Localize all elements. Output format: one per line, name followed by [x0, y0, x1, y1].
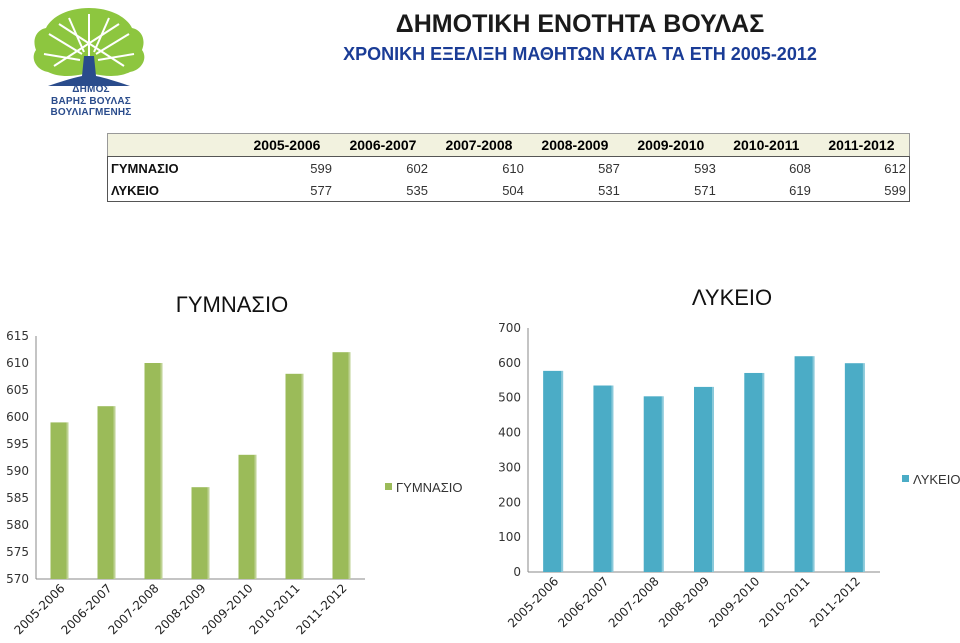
bar-shade: [862, 363, 865, 572]
y-tick-label: 200: [498, 495, 521, 509]
bar-shade: [66, 422, 69, 579]
table-cell: 599: [310, 160, 332, 176]
table-cell: 602: [406, 160, 428, 176]
chart-title: ΛΥΚΕΙΟ: [692, 285, 772, 310]
column-header: 2005-2006: [239, 133, 335, 157]
bar-shade: [762, 372, 765, 572]
table-cell: 610: [502, 160, 524, 176]
legend-label: ΛΥΚΕΙΟ: [913, 472, 960, 487]
bar: [844, 363, 865, 572]
bar: [50, 422, 69, 579]
bar-shade: [348, 352, 351, 579]
column-header: 2006-2007: [334, 133, 431, 157]
table-cell: 504: [430, 179, 527, 202]
x-tick-label: 2006-2007: [555, 574, 611, 630]
bar-shade: [561, 370, 564, 572]
bar-shade: [611, 385, 614, 572]
bar: [285, 373, 304, 579]
y-tick-label: 605: [6, 383, 29, 397]
y-tick-label: 500: [498, 391, 521, 405]
x-tick-label: 2009-2010: [706, 574, 762, 630]
column-header: 2008-2009: [526, 133, 623, 157]
x-tick-label: 2011-2012: [293, 581, 349, 637]
bar-shade: [812, 356, 815, 572]
row-label: ΓΥΜΝΑΣΙΟ: [107, 156, 239, 179]
x-tick-label: 2008-2009: [656, 574, 712, 630]
bar-shade: [301, 373, 304, 579]
bar: [191, 487, 210, 579]
table-header: 2005-2006 2006-2007 2007-2008 2008-2009 …: [107, 133, 910, 157]
table-cell: 571: [622, 179, 719, 202]
y-tick-label: 400: [498, 426, 521, 440]
table-cell: 577: [239, 179, 335, 202]
bar: [593, 385, 614, 572]
table-row: ΓΥΜΝΑΣΙΟ 599 602 610 587 593 608 612: [107, 156, 910, 179]
table-corner-cell: [107, 133, 239, 157]
legend-label: ΓΥΜΝΑΣΙΟ: [396, 480, 462, 495]
logo-text-line1: ΔΗΜΟΣ: [72, 84, 110, 95]
bar-shade: [160, 363, 163, 579]
y-tick-label: 570: [6, 572, 29, 586]
table-cell: 619: [718, 179, 814, 202]
column-header: 2009-2010: [622, 133, 719, 157]
table-row: ΛΥΚΕΙΟ 577 535 504 531 571 619 599: [107, 179, 910, 202]
logo-text-line2: ΒΑΡΗΣ ΒΟΥΛΑΣ ΒΟΥΛΙΑΓΜΕΝΗΣ: [50, 96, 132, 118]
table-cell: 587: [598, 160, 620, 176]
page-subtitle: ΧΡΟΝΙΚΗ ΕΞΕΛΙΞΗ ΜΑΘΗΤΩΝ ΚΑΤΑ ΤΑ ΕΤΗ 2005…: [343, 44, 817, 64]
page-title: ΔΗΜΟΤΙΚΗ ΕΝΟΤΗΤΑ ΒΟΥΛΑΣ: [395, 10, 765, 38]
bar: [794, 356, 815, 572]
row-label: ΛΥΚΕΙΟ: [107, 179, 239, 202]
table-cell: 612: [813, 156, 910, 179]
bar: [97, 406, 116, 579]
bar-shade: [712, 386, 714, 572]
column-header: 2007-2008: [430, 133, 527, 157]
y-tick-label: 0: [513, 565, 521, 579]
y-tick-label: 575: [6, 545, 29, 559]
legend-swatch: [385, 483, 392, 490]
y-tick-label: 300: [498, 460, 521, 474]
bar: [694, 386, 714, 572]
table-cell: 531: [526, 179, 623, 202]
bar-shade: [207, 487, 210, 579]
table-body: ΓΥΜΝΑΣΙΟ 599 602 610 587 593 608 612 ΛΥΚ…: [107, 156, 910, 202]
bar-shade: [254, 454, 257, 579]
bar-shade: [661, 396, 664, 572]
table-cell: 593: [694, 160, 716, 176]
table-cell: 535: [334, 179, 431, 202]
tree-icon: [33, 8, 145, 86]
bar: [144, 363, 163, 579]
x-tick-label: 2010-2011: [757, 574, 813, 630]
y-tick-label: 600: [6, 410, 29, 424]
students-table: 2005-2006 2006-2007 2007-2008 2008-2009 …: [107, 133, 910, 202]
x-tick-label: 2005-2006: [505, 574, 561, 630]
y-tick-label: 610: [6, 356, 29, 370]
bar: [332, 352, 351, 579]
bar: [238, 454, 257, 579]
x-tick-label: 2011-2012: [807, 574, 863, 630]
y-tick-label: 595: [6, 437, 29, 451]
bar: [543, 370, 564, 572]
x-tick-label: 2007-2008: [606, 574, 662, 630]
chart-title: ΓΥΜΝΑΣΙΟ: [176, 292, 289, 317]
column-header: 2010-2011: [718, 133, 814, 157]
bar: [744, 372, 765, 572]
municipality-logo: [33, 8, 145, 86]
table-header-row: 2005-2006 2006-2007 2007-2008 2008-2009 …: [107, 133, 910, 157]
y-tick-label: 700: [498, 321, 521, 335]
y-tick-label: 600: [498, 356, 521, 370]
y-tick-label: 590: [6, 464, 29, 478]
column-header: 2011-2012: [813, 133, 910, 157]
y-tick-label: 580: [6, 518, 29, 532]
y-tick-label: 585: [6, 491, 29, 505]
bar-shade: [113, 406, 116, 579]
y-tick-label: 100: [498, 530, 521, 544]
y-tick-label: 615: [6, 329, 29, 343]
legend-swatch: [902, 475, 909, 482]
bar: [643, 396, 664, 572]
table-cell: 608: [789, 160, 811, 176]
table-cell: 599: [813, 179, 910, 202]
